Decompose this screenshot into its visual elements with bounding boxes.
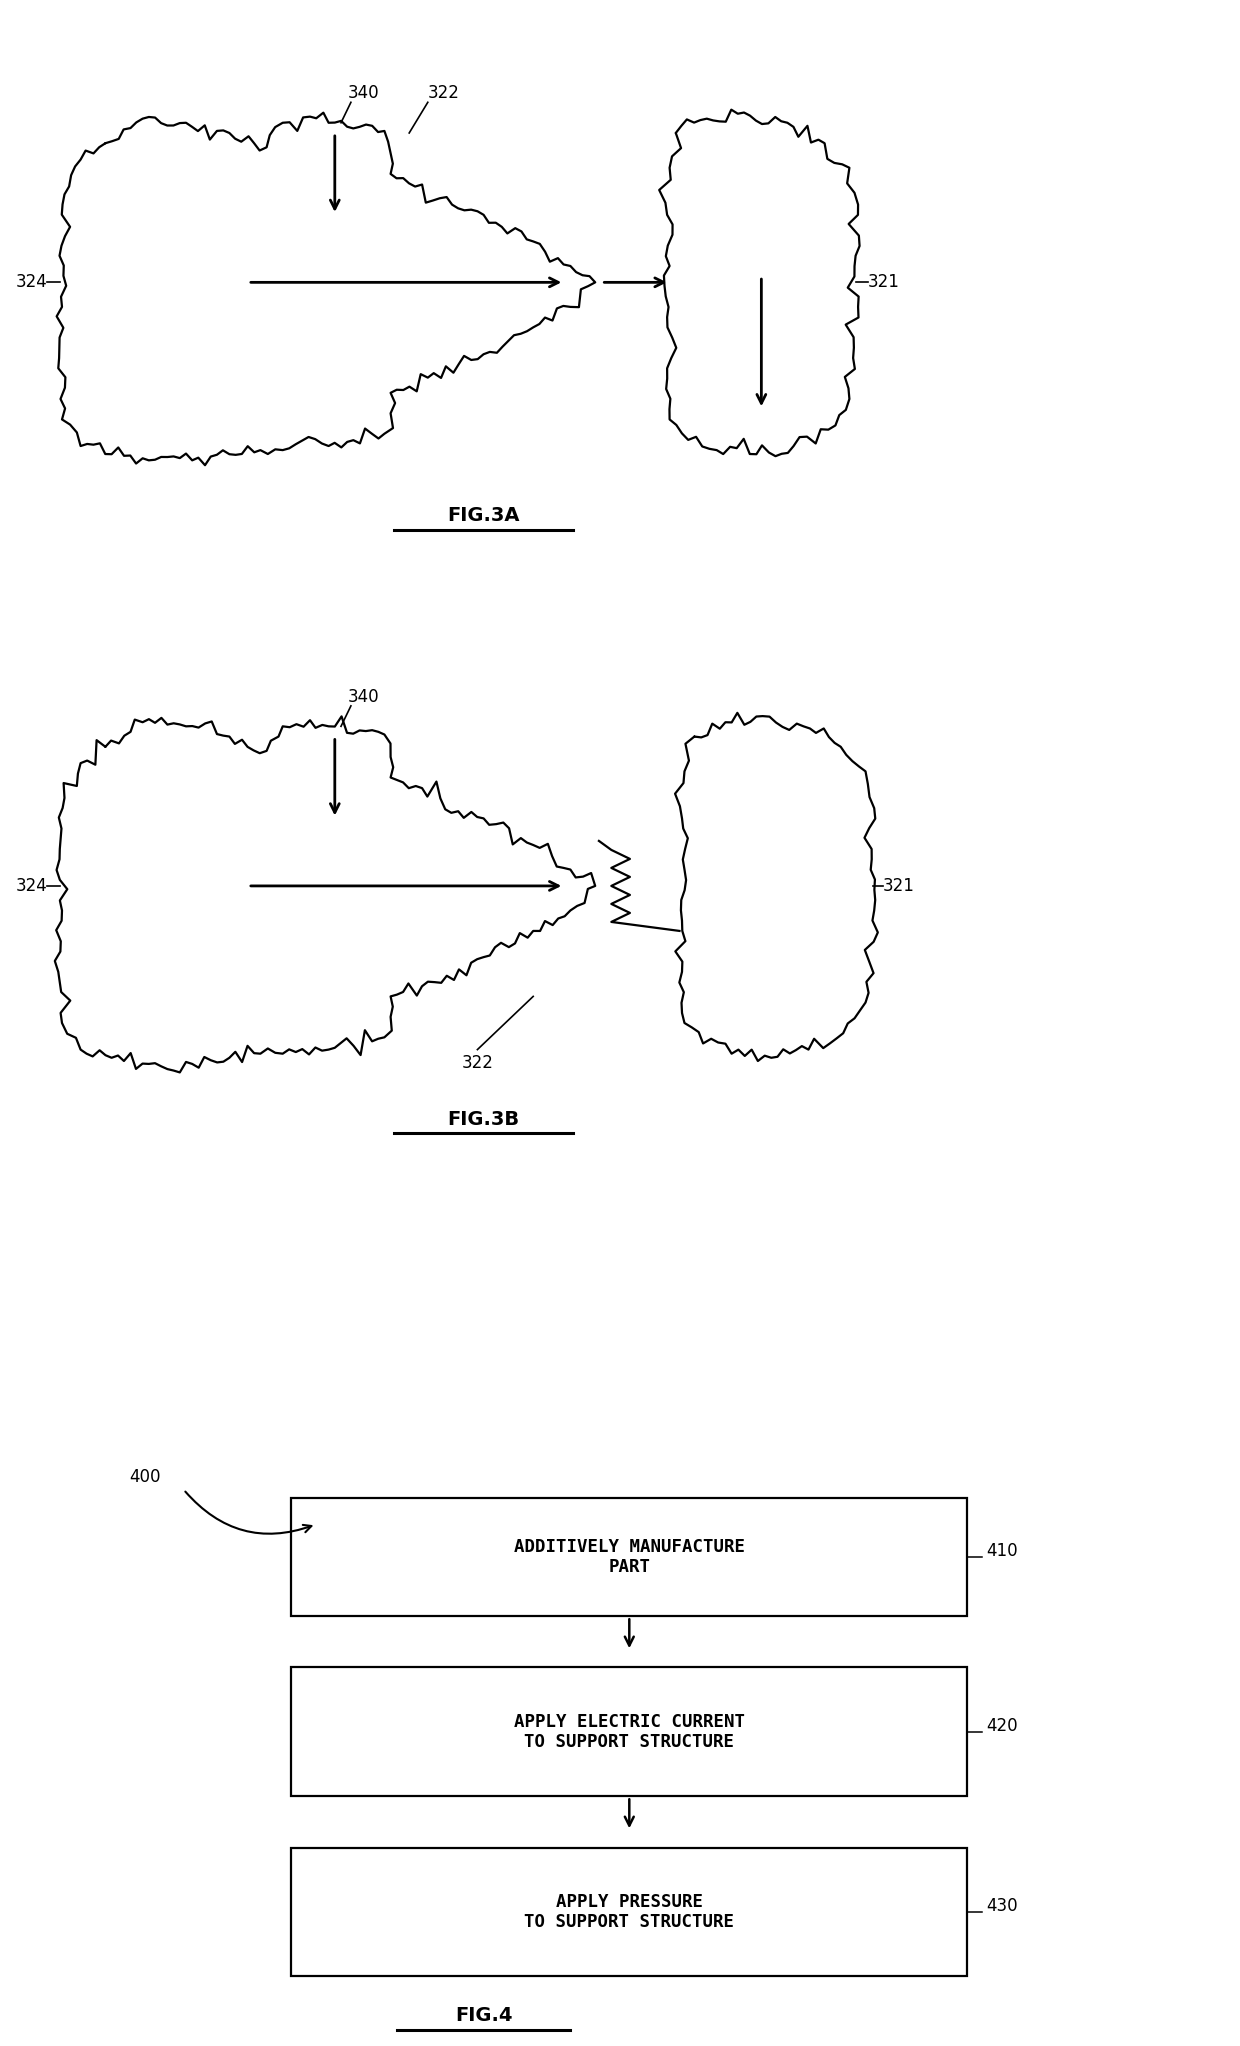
Text: 430: 430: [986, 1897, 1018, 1915]
Text: 322: 322: [461, 1054, 494, 1072]
Text: APPLY PRESSURE
TO SUPPORT STRUCTURE: APPLY PRESSURE TO SUPPORT STRUCTURE: [525, 1893, 734, 1931]
Text: 400: 400: [130, 1469, 161, 1485]
Text: 340: 340: [347, 84, 379, 102]
Text: FIG.4: FIG.4: [455, 2005, 512, 2026]
Bar: [291, 1848, 967, 1976]
Bar: [291, 1498, 967, 1616]
Text: 324: 324: [15, 878, 47, 894]
Text: 321: 321: [883, 878, 915, 894]
Text: APPLY ELECTRIC CURRENT
TO SUPPORT STRUCTURE: APPLY ELECTRIC CURRENT TO SUPPORT STRUCT…: [513, 1713, 745, 1751]
Text: 410: 410: [986, 1543, 1018, 1559]
Text: FIG.3B: FIG.3B: [448, 1109, 520, 1129]
Text: FIG.3A: FIG.3A: [448, 505, 520, 526]
Text: 340: 340: [347, 687, 379, 706]
Text: 321: 321: [868, 274, 900, 291]
Text: ADDITIVELY MANUFACTURE
PART: ADDITIVELY MANUFACTURE PART: [513, 1539, 745, 1575]
Text: 420: 420: [986, 1717, 1018, 1735]
Bar: [291, 1667, 967, 1796]
Text: 324: 324: [15, 274, 47, 291]
Text: 322: 322: [428, 84, 460, 102]
